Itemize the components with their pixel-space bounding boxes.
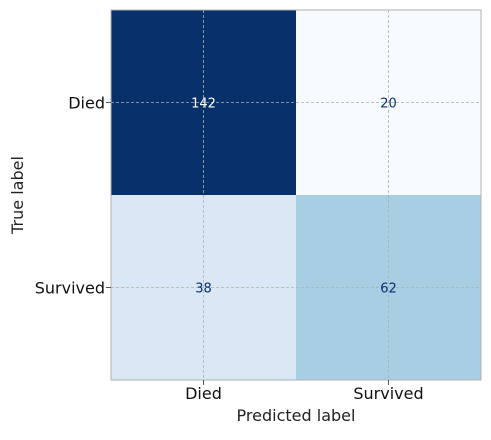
y-tick-label: Died bbox=[68, 94, 105, 113]
x-tick-label: Died bbox=[185, 384, 222, 403]
x-axis-label: Predicted label bbox=[237, 406, 356, 425]
cell-value-label: 142 bbox=[191, 97, 216, 112]
plot-frame bbox=[110, 9, 482, 381]
x-tick-label: Survived bbox=[353, 384, 423, 403]
y-axis-label: True label bbox=[8, 156, 27, 235]
cell-value-label: 38 bbox=[195, 282, 212, 297]
grid-lines bbox=[111, 10, 481, 380]
cell-value-label: 62 bbox=[380, 282, 397, 297]
heatmap-cells bbox=[111, 10, 481, 380]
cell-value-label: 20 bbox=[380, 97, 397, 112]
tick-labels: Died Survived Died Survived bbox=[35, 94, 424, 404]
y-tick-label: Survived bbox=[35, 279, 105, 298]
axis-ticks bbox=[106, 102, 389, 385]
cell-value-labels: 142 20 38 62 bbox=[191, 97, 397, 297]
